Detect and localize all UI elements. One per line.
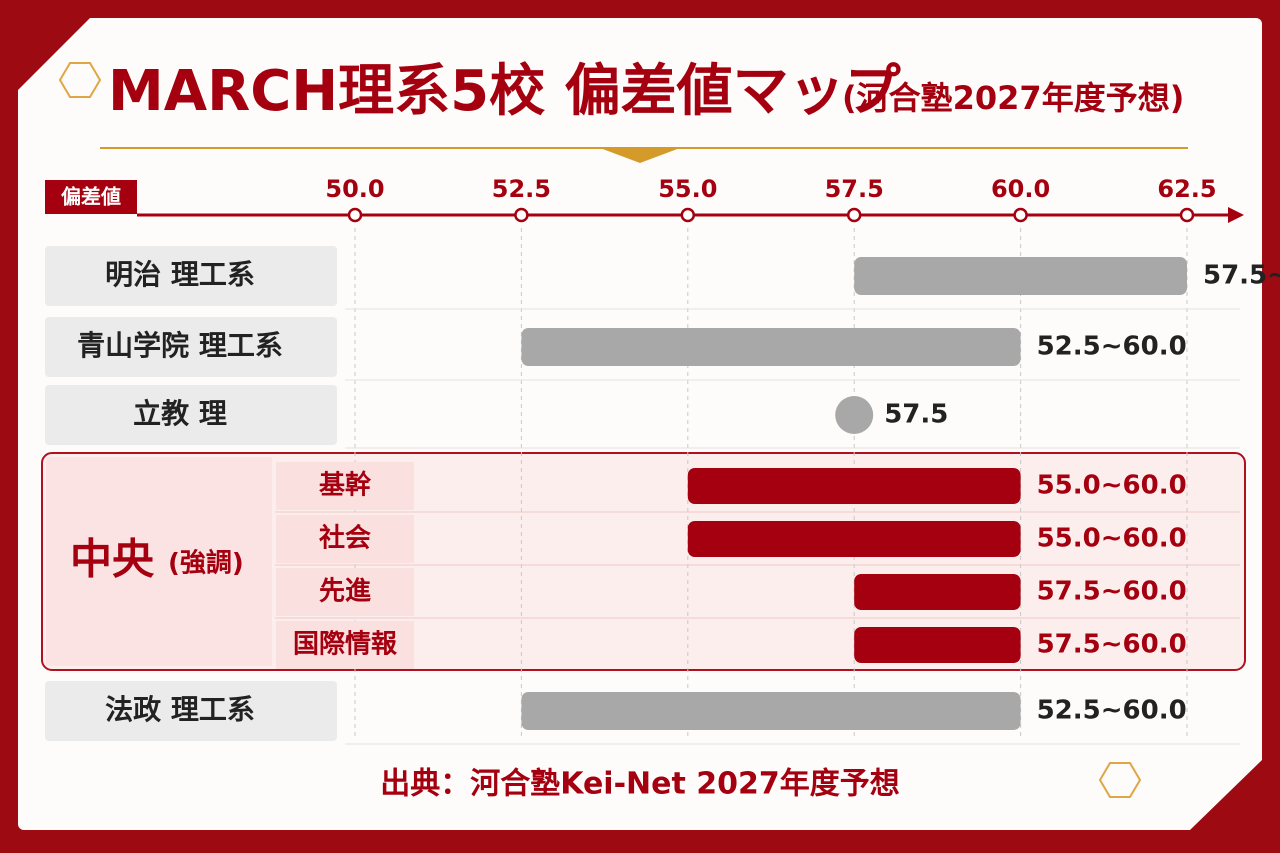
x-tick-label: 55.0 <box>658 175 717 203</box>
row-label: 法政 理工系 <box>105 693 255 726</box>
value-label: 55.0~60.0 <box>1037 471 1187 501</box>
range-bar <box>521 692 1021 730</box>
x-tick-label: 57.5 <box>825 175 884 203</box>
group-label-box <box>46 457 272 666</box>
divider-notch <box>600 148 680 163</box>
x-tick-label: 50.0 <box>325 175 384 203</box>
item-label-box <box>276 515 414 563</box>
range-bar <box>687 468 1021 504</box>
tick-mark <box>846 207 862 223</box>
item-label-box <box>276 568 414 616</box>
corner <box>18 18 90 90</box>
axis-label-box <box>45 180 137 214</box>
corner <box>1190 760 1262 830</box>
tick-mark <box>1013 207 1028 223</box>
x-tick-label: 62.5 <box>1157 175 1216 203</box>
item-label: 社会 <box>319 523 371 554</box>
group-label: 中央 <box>70 535 155 584</box>
item-label: 先進 <box>319 577 371 607</box>
range-bar <box>521 328 1021 366</box>
row-label-box <box>45 246 337 306</box>
tick-mark <box>1179 207 1195 223</box>
item-label-box <box>276 621 414 669</box>
x-tick-label: 60.0 <box>991 175 1050 203</box>
value-label: 55.0~60.0 <box>1037 524 1187 554</box>
row-label-box <box>45 681 337 741</box>
tick-mark <box>514 207 529 223</box>
row-label-box <box>45 385 337 445</box>
value-label: 52.5~60.0 <box>1037 332 1187 362</box>
item-label: 基幹 <box>319 470 372 501</box>
row-label: 青山学院 理工系 <box>77 329 283 362</box>
row-label: 立教 理 <box>133 397 227 430</box>
range-bar <box>687 521 1021 557</box>
hexagon <box>58 62 102 98</box>
chart-subtitle: (河合塾2027年度予想) <box>842 79 1184 117</box>
value-label: 57.5~60.0 <box>1037 577 1187 607</box>
range-bar <box>854 257 1187 295</box>
value-label: 57.5~62.5 <box>1203 261 1280 291</box>
item-label-box <box>276 462 414 510</box>
tick-mark <box>347 207 363 223</box>
group-note: (強調) <box>168 548 244 579</box>
chart-title: MARCH理系5校 偏差値マップ <box>108 59 901 124</box>
axis-label: 偏差値 <box>61 185 121 209</box>
point <box>835 396 874 434</box>
range-bar <box>854 627 1021 663</box>
value-label: 52.5~60.0 <box>1037 696 1187 726</box>
hexagon <box>1098 762 1142 798</box>
item-label: 国際情報 <box>293 630 398 660</box>
axis-arrow <box>1228 207 1244 223</box>
row-label: 明治 理工系 <box>105 258 255 291</box>
tick-mark <box>680 207 696 223</box>
source: 出典：河合塾Kei-Net 2027年度予想 <box>380 767 900 802</box>
x-tick-label: 52.5 <box>492 175 551 203</box>
value-label: 57.5~60.0 <box>1037 630 1187 660</box>
range-bar <box>854 574 1021 610</box>
row-label-box <box>45 317 337 377</box>
value-label: 57.5 <box>884 400 948 430</box>
